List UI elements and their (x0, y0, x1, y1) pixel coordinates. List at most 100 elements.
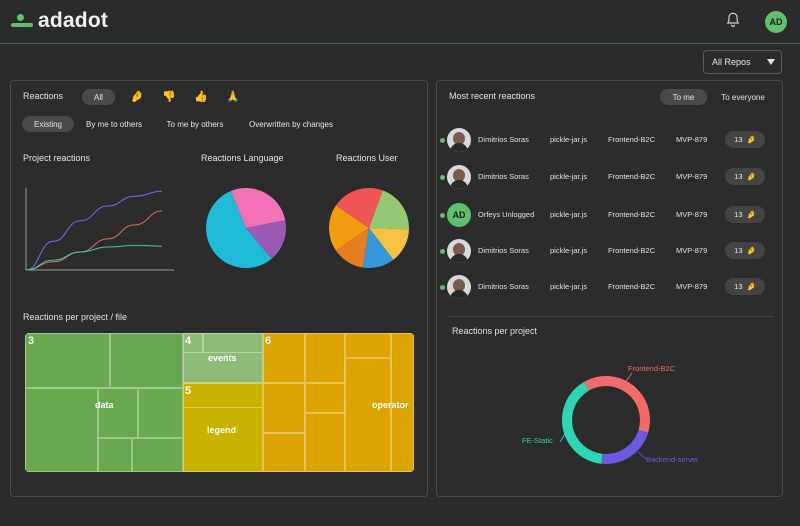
user-avatar-photo[interactable] (447, 165, 471, 189)
treemap-number-5: 5 (185, 385, 192, 397)
user-pie-slice-4[interactable] (329, 205, 369, 251)
treemap-cell[interactable] (203, 333, 263, 353)
treemap-label-operator: operator (372, 400, 409, 410)
treemap-number-4: 4 (185, 335, 192, 347)
reaction-name[interactable]: Dimitrios Soras (478, 172, 529, 181)
reaction-ticket: MVP-879 (676, 172, 708, 181)
treemap-cell[interactable] (263, 383, 305, 433)
reaction-row[interactable]: Dimitrios Soras pickle-jar.js Frontend-B2C… (440, 272, 770, 302)
repo-select[interactable]: All Repos (703, 50, 782, 74)
tab-to-me[interactable]: To me (660, 89, 707, 105)
treemap-cell[interactable] (183, 383, 263, 408)
project-donut-slice-2[interactable] (562, 381, 603, 464)
donut-label: Frontend-B2C (628, 364, 676, 373)
folded-hands-icon[interactable]: 🙏 (226, 91, 240, 103)
tab-by-me-to-others[interactable]: By me to others (85, 119, 143, 129)
reaction-project: Frontend-B2C (608, 282, 656, 291)
reaction-count-badge[interactable]: 13 🤌 (725, 278, 765, 295)
app-logo[interactable]: adadot (10, 8, 108, 34)
treemap-cell[interactable] (305, 383, 345, 413)
user-pie-slice-1[interactable] (369, 228, 409, 260)
chevron-down-icon (767, 59, 775, 65)
reactions-language-pie (205, 188, 286, 268)
reaction-count-badge[interactable]: 13 🤌 (725, 168, 765, 185)
treemap-cell[interactable] (132, 438, 183, 472)
online-status-dot (440, 249, 445, 254)
reaction-row[interactable]: Dimitrios Soras pickle-jar.js Frontend-B2C… (440, 125, 770, 155)
treemap-cell[interactable] (183, 333, 203, 353)
donut-label: Backend-server (646, 455, 699, 464)
online-status-dot (440, 285, 445, 290)
user-avatar[interactable]: AD (765, 11, 787, 33)
donut-label: FE-Static (522, 436, 553, 445)
user-avatar-photo[interactable] (447, 128, 471, 152)
user-pie-slice-2[interactable] (362, 228, 394, 268)
tab-to-everyone[interactable]: To everyone (721, 92, 765, 102)
treemap-cell[interactable] (98, 388, 138, 438)
treemap-cell[interactable] (345, 358, 391, 472)
online-status-dot (440, 175, 445, 180)
treemap-cell[interactable] (110, 333, 183, 388)
treemap-cell[interactable] (98, 438, 132, 472)
treemap-cell[interactable] (391, 333, 414, 472)
top-header: adadot AD (0, 0, 800, 44)
reactions-per-project-donut: Frontend-B2C Backend-server FE-Static (522, 364, 699, 464)
project-donut-slice-1[interactable] (601, 429, 649, 464)
pinched-fingers-icon: 🤌 (746, 135, 756, 144)
pinched-fingers-icon: 🤌 (746, 172, 756, 181)
reaction-name[interactable]: Dimitrios Soras (478, 282, 529, 291)
user-pie-slice-3[interactable] (335, 228, 369, 268)
user-pie-slice-0[interactable] (369, 190, 409, 230)
bell-icon[interactable] (724, 11, 742, 29)
treemap-cell[interactable] (305, 413, 345, 472)
filter-all-button[interactable]: All (82, 89, 115, 105)
reaction-count-badge[interactable]: 13 🤌 (725, 131, 765, 148)
treemap-cell[interactable] (25, 388, 98, 472)
repo-select-value: All Repos (712, 57, 751, 67)
reaction-project: Frontend-B2C (608, 172, 656, 181)
user-avatar-photo[interactable] (447, 239, 471, 263)
reaction-count-badge[interactable]: 13 🤌 (725, 242, 765, 259)
reaction-count-badge[interactable]: 13 🤌 (725, 206, 765, 223)
treemap-cell[interactable] (263, 433, 305, 472)
project-reactions-title: Project reactions (23, 153, 91, 163)
treemap-cell[interactable] (305, 333, 345, 383)
reaction-count: 13 (734, 172, 743, 181)
line-series-0 (25, 190, 163, 271)
project-donut-slice-0[interactable] (584, 376, 650, 433)
user-avatar-photo[interactable] (447, 275, 471, 299)
donut-leader-line (637, 451, 647, 460)
language-pie-slice-2[interactable] (246, 220, 286, 259)
reaction-row[interactable]: AD Orfeys Unlogged pickle-jar.js Frontend-B… (440, 200, 770, 230)
reaction-project: Frontend-B2C (608, 135, 656, 144)
reaction-name[interactable]: Dimitrios Soras (478, 246, 529, 255)
reaction-name[interactable]: Orfeys Unlogged (478, 210, 535, 219)
reaction-project: Frontend-B2C (608, 246, 656, 255)
pinched-fingers-icon: 🤌 (746, 246, 756, 255)
reaction-file: pickle-jar.js (550, 210, 588, 219)
tab-overwritten-by-changes[interactable]: Overwritten by changes (248, 119, 334, 129)
reaction-row[interactable]: Dimitrios Soras pickle-jar.js Frontend-B2C… (440, 236, 770, 266)
reaction-name[interactable]: Dimitrios Soras (478, 135, 529, 144)
donut-leader-line (559, 431, 567, 443)
pinched-fingers-icon: 🤌 (746, 210, 756, 219)
treemap-cell[interactable] (345, 333, 391, 358)
thumbs-down-icon[interactable]: 👎 (162, 91, 176, 103)
pinched-fingers-icon[interactable]: 🤌 (130, 91, 144, 103)
tab-existing[interactable]: Existing (22, 116, 74, 132)
language-pie-slice-1[interactable] (231, 188, 286, 228)
treemap-cell[interactable] (25, 333, 110, 388)
tab-to-me-by-others[interactable]: To me by others (166, 119, 224, 129)
language-pie-slice-0[interactable] (205, 190, 272, 268)
user-avatar-initials[interactable]: AD (447, 203, 471, 227)
reaction-file: pickle-jar.js (550, 135, 588, 144)
online-status-dot (440, 213, 445, 218)
user-pie-slice-5[interactable] (335, 188, 383, 228)
treemap-number-3: 3 (28, 335, 35, 347)
treemap-label-events: events (208, 353, 237, 363)
divider (448, 316, 774, 317)
treemap-cell[interactable] (263, 333, 305, 383)
treemap-cell[interactable] (138, 388, 183, 438)
thumbs-up-icon[interactable]: 👍 (194, 91, 208, 103)
reaction-row[interactable]: Dimitrios Soras pickle-jar.js Frontend-B2C… (440, 162, 770, 192)
